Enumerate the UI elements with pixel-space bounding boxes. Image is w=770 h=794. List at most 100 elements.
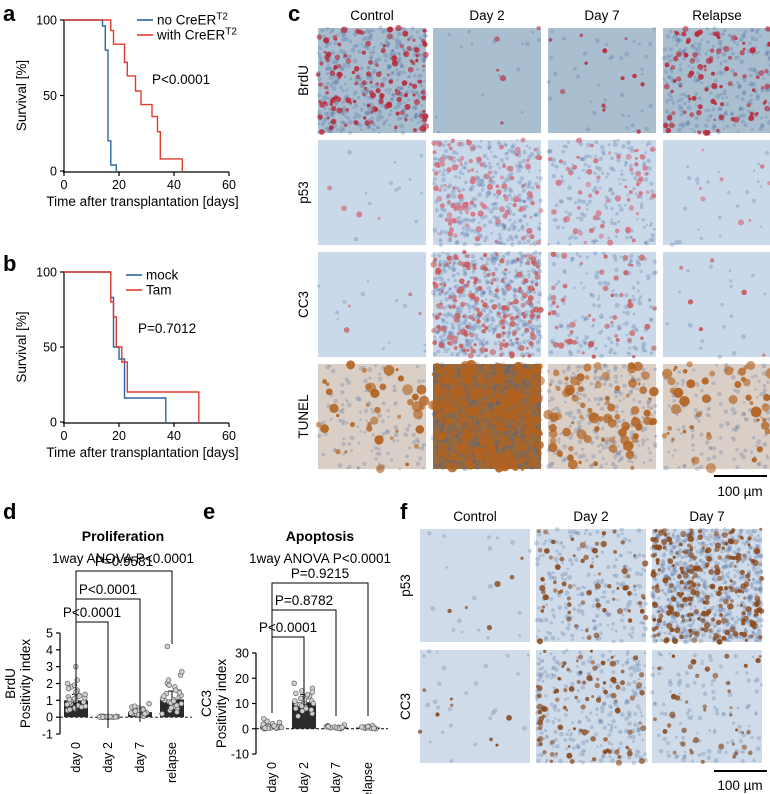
stained-cell — [382, 44, 387, 48]
nucleus — [696, 46, 702, 52]
x-tick-label: day 7 — [133, 742, 147, 773]
nucleus — [529, 152, 535, 157]
stained-cell — [689, 425, 695, 430]
nucleus — [372, 128, 376, 132]
nucleus — [451, 266, 457, 272]
nucleus — [753, 169, 756, 173]
stained-cell — [522, 315, 527, 319]
stained-cell — [477, 210, 484, 217]
nucleus — [547, 369, 550, 373]
stained-cell — [593, 461, 599, 467]
nucleus — [461, 230, 466, 235]
stained-cell — [579, 414, 584, 419]
stained-cell — [633, 554, 637, 558]
stained-cell — [558, 342, 565, 349]
stained-cell — [529, 372, 534, 377]
nucleus — [399, 62, 403, 67]
nucleus — [676, 99, 680, 103]
nucleus — [512, 293, 516, 297]
data-point — [262, 725, 268, 731]
nucleus — [618, 553, 622, 557]
nucleus — [574, 319, 577, 322]
stained-cell — [709, 59, 714, 64]
nucleus — [510, 279, 515, 284]
nucleus — [366, 28, 371, 33]
nucleus — [711, 107, 716, 112]
data-point — [310, 700, 317, 707]
nucleus — [342, 437, 346, 441]
stained-cell — [431, 372, 435, 376]
stained-cell — [518, 344, 525, 352]
nucleus — [716, 55, 720, 59]
nucleus — [388, 112, 392, 117]
nucleus — [465, 315, 469, 319]
nucleus — [470, 184, 475, 189]
stained-cell — [439, 161, 445, 167]
nucleus — [388, 124, 392, 127]
nucleus — [359, 66, 364, 71]
stained-cell — [536, 314, 541, 319]
nucleus — [390, 70, 395, 74]
nucleus — [648, 451, 652, 455]
nucleus — [359, 107, 364, 112]
stained-cell — [502, 380, 506, 384]
stained-cell — [491, 277, 497, 282]
nucleus — [706, 118, 710, 123]
stained-cell — [413, 98, 421, 106]
nucleus — [533, 213, 537, 217]
nucleus — [322, 118, 327, 122]
nucleus — [326, 111, 331, 116]
nucleus — [629, 148, 635, 153]
nucleus — [553, 71, 558, 77]
nucleus — [489, 299, 493, 304]
nucleus — [471, 304, 475, 308]
nucleus — [492, 206, 496, 210]
nucleus — [484, 298, 488, 301]
nucleus — [577, 408, 581, 412]
nucleus — [505, 151, 509, 155]
nucleus — [365, 36, 370, 41]
nucleus — [435, 312, 439, 316]
nucleus — [551, 571, 555, 575]
stained-cell — [730, 117, 736, 122]
stained-cell — [341, 205, 347, 212]
nucleus — [497, 340, 501, 344]
data-point — [76, 693, 83, 699]
nucleus — [371, 48, 375, 52]
nucleus — [458, 176, 462, 180]
stained-cell — [476, 412, 486, 422]
nucleus — [350, 449, 353, 453]
nucleus — [592, 238, 597, 243]
nucleus — [621, 363, 627, 369]
nucleus — [719, 62, 723, 66]
nucleus — [506, 250, 511, 255]
stained-cell — [439, 282, 443, 286]
data-point — [173, 687, 179, 693]
nucleus — [537, 410, 541, 414]
stained-cell — [511, 331, 517, 336]
nucleus — [341, 403, 345, 407]
stained-cell — [602, 608, 607, 613]
nucleus — [528, 275, 531, 279]
nucleus — [446, 347, 450, 351]
nucleus — [472, 402, 476, 406]
stained-cell — [524, 327, 530, 333]
micrograph-TUNEL-Day-7 — [543, 361, 659, 470]
nucleus — [463, 166, 468, 170]
nucleus — [472, 217, 476, 222]
nucleus — [737, 86, 741, 90]
stained-cell — [320, 424, 329, 434]
nucleus — [503, 272, 508, 276]
nucleus — [594, 369, 598, 374]
nucleus — [482, 337, 486, 341]
nucleus — [456, 215, 461, 221]
y-tick-label: 4 — [46, 643, 53, 657]
stained-cell — [482, 266, 486, 270]
stained-cell — [633, 149, 638, 153]
stained-cell — [463, 429, 469, 435]
nucleus — [538, 554, 542, 558]
nucleus — [580, 157, 585, 162]
nucleus — [341, 441, 346, 447]
nucleus — [577, 176, 581, 180]
nucleus — [401, 47, 405, 51]
